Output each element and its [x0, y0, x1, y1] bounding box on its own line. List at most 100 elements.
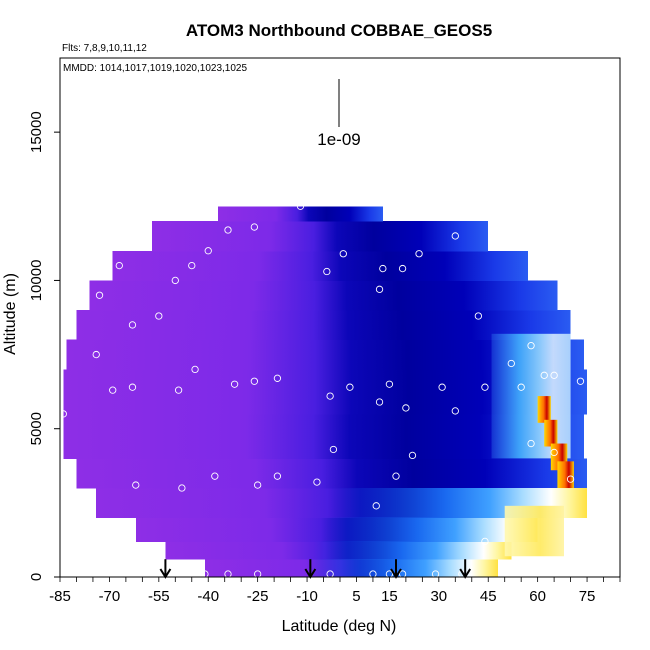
- sample-point: [375, 398, 384, 406]
- sample-point: [128, 321, 137, 329]
- sample-point: [576, 377, 585, 385]
- pollution-plume: [544, 419, 558, 447]
- sample-point: [379, 264, 387, 273]
- y-tick-label: 10000: [28, 260, 45, 302]
- sample-point: [326, 392, 334, 400]
- x-tick-label: -70: [99, 588, 121, 605]
- flights-note: Flts: 7,8,9,10,11,12: [62, 43, 147, 54]
- y-tick-label: 0: [28, 573, 45, 581]
- sample-point: [313, 478, 321, 486]
- sample-point: [438, 383, 446, 391]
- sample-point: [369, 570, 377, 577]
- sample-point: [507, 359, 515, 368]
- sample-point: [273, 472, 282, 480]
- sample-point: [224, 570, 232, 577]
- sample-point: [323, 267, 331, 276]
- sample-point: [224, 226, 232, 234]
- sample-point: [402, 404, 410, 412]
- sample-point: [326, 570, 334, 577]
- sample-point: [566, 475, 575, 483]
- arrows: [159, 559, 472, 579]
- sample-point: [372, 502, 380, 510]
- sample-point: [115, 261, 123, 270]
- sample-point: [398, 264, 407, 273]
- curtain-row: [76, 458, 588, 489]
- sample-point: [346, 383, 354, 391]
- sample-point: [253, 481, 262, 489]
- arrow-head: [159, 568, 172, 579]
- sample-point: [550, 371, 558, 379]
- arrow-head: [304, 568, 317, 579]
- chart-title: ATOM3 Northbound COBBAE_GEOS5: [186, 21, 492, 40]
- sample-point: [250, 223, 259, 231]
- sample-point: [527, 439, 535, 448]
- sample-point: [296, 202, 305, 210]
- sample-point: [109, 386, 117, 394]
- sample-point: [339, 250, 347, 258]
- x-tick-label: -85: [49, 588, 71, 605]
- sample-points: [60, 202, 585, 577]
- curtain-row: [112, 250, 528, 281]
- sample-point: [174, 386, 183, 394]
- x-axis: -85 -70 -55 -40 -25 -10 5 15 30 45 60 75: [49, 577, 621, 605]
- sample-point: [188, 261, 196, 270]
- sample-point: [408, 451, 417, 460]
- sample-point: [230, 380, 239, 388]
- sample-point: [92, 350, 100, 359]
- sample-point: [155, 312, 163, 320]
- curtain-row: [152, 221, 489, 252]
- sample-point: [527, 342, 535, 350]
- x-tick-label: 30: [430, 588, 447, 605]
- sample-point: [253, 570, 262, 577]
- sample-point: [451, 407, 459, 415]
- sample-point: [385, 570, 394, 577]
- pollution-plume: [537, 396, 551, 423]
- sample-point: [474, 312, 483, 320]
- sample-point: [329, 445, 338, 454]
- x-tick-label: 45: [480, 588, 497, 605]
- x-tick-label: -25: [247, 588, 269, 605]
- sample-point: [392, 472, 400, 480]
- sample-point: [431, 570, 440, 577]
- sample-point: [132, 481, 140, 489]
- sample-point: [481, 383, 489, 391]
- sample-point: [540, 371, 548, 379]
- sample-point: [517, 383, 525, 391]
- boundary-layer-plume: [504, 505, 564, 557]
- x-tick-label: 15: [381, 588, 398, 605]
- x-tick-label: 60: [529, 588, 546, 605]
- low-level-band: [307, 559, 499, 577]
- sample-point: [191, 365, 199, 374]
- curtain-row: [89, 280, 558, 311]
- sample-point: [550, 448, 558, 457]
- low-level-band: [313, 541, 512, 560]
- x-tick-label: 75: [579, 588, 596, 605]
- arrow-head: [390, 568, 402, 579]
- sample-point: [128, 383, 137, 391]
- sample-point: [375, 285, 384, 293]
- sample-point: [95, 291, 104, 299]
- plot-area: [60, 202, 588, 577]
- sample-point: [201, 570, 209, 577]
- x-tick-label: 5: [352, 588, 360, 605]
- low-level-band: [320, 517, 538, 542]
- feature-overlays: [307, 333, 588, 577]
- dates-note: MMDD: 1014,1017,1019,1020,1023,1025: [63, 63, 247, 74]
- sample-point: [178, 484, 186, 492]
- pollution-plume: [557, 461, 574, 489]
- scale-indicator: 1e-09: [317, 79, 361, 149]
- y-tick-label: 5000: [28, 412, 45, 445]
- sample-point: [171, 276, 179, 285]
- sample-point: [273, 374, 282, 382]
- sample-point: [250, 377, 259, 385]
- x-tick-label: -55: [148, 588, 170, 605]
- plume-halo: [491, 333, 571, 459]
- sample-point: [415, 250, 423, 258]
- sample-point: [481, 537, 489, 546]
- arrow-head: [459, 568, 472, 579]
- x-tick-label: -10: [296, 588, 318, 605]
- curtain-row: [76, 310, 571, 341]
- sample-point: [451, 232, 459, 240]
- sample-point: [211, 472, 219, 480]
